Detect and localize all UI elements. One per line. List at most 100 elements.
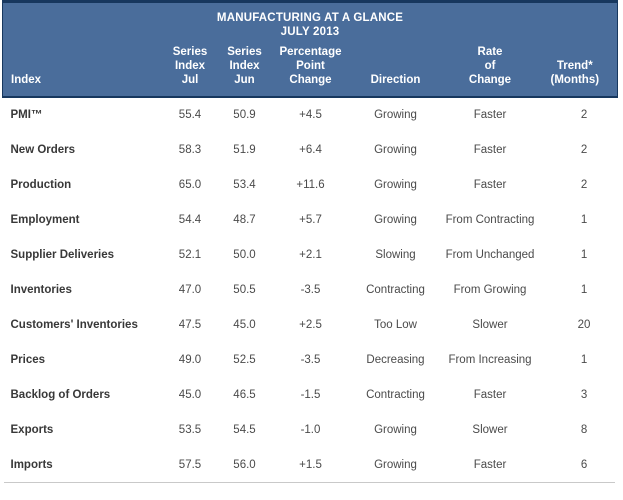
cell-index-name: Prices <box>10 353 46 366</box>
table-row: Supplier Deliveries 52.1 50.0 +2.1 Slowi… <box>3 237 618 272</box>
cell-trend-months: 20 <box>577 318 591 331</box>
manufacturing-at-a-glance-table: MANUFACTURING AT A GLANCE JULY 2013 Inde… <box>1 0 619 482</box>
cell-trend-months: 2 <box>580 178 588 191</box>
table-row: PMI™ 55.4 50.9 +4.5 Growing Faster 2 <box>3 97 618 132</box>
cell-series-index-jun: 50.5 <box>233 283 256 296</box>
cell-index-name: New Orders <box>10 143 76 156</box>
cell-series-index-jul: 53.5 <box>178 423 202 436</box>
table-header: MANUFACTURING AT A GLANCE JULY 2013 Inde… <box>1 0 619 98</box>
cell-point-change: -3.5 <box>300 353 321 366</box>
cell-series-index-jun: 54.5 <box>233 423 256 436</box>
table-row: Exports 53.5 54.5 -1.0 Growing Slower 8 <box>3 412 618 447</box>
cell-point-change: -1.5 <box>300 388 321 401</box>
cell-trend-months: 6 <box>580 458 588 471</box>
cell-rate-of-change: From Increasing <box>448 353 532 366</box>
cell-series-index-jul: 57.5 <box>178 458 202 471</box>
table-bottom-rule <box>4 482 615 483</box>
cell-series-index-jun: 56.0 <box>233 458 256 471</box>
cell-series-index-jul: 47.0 <box>178 283 202 296</box>
table-row: Prices 49.0 52.5 -3.5 Decreasing From In… <box>3 342 618 377</box>
table-row: Imports 57.5 56.0 +1.5 Growing Faster 6 <box>3 447 618 482</box>
cell-trend-months: 1 <box>580 213 588 226</box>
cell-trend-months: 1 <box>580 283 588 296</box>
cell-rate-of-change: Faster <box>473 143 507 156</box>
cell-series-index-jul: 52.1 <box>178 248 202 261</box>
cell-series-index-jun: 45.0 <box>233 318 256 331</box>
cell-direction: Growing <box>374 109 417 121</box>
cell-point-change: +5.7 <box>299 213 322 226</box>
cell-direction: Slowing <box>375 248 416 261</box>
cell-series-index-jun: 51.9 <box>233 143 256 156</box>
table-row: Backlog of Orders 45.0 46.5 -1.5 Contrac… <box>3 377 618 412</box>
table-row: Production 65.0 53.4 +11.6 Growing Faste… <box>3 167 618 202</box>
table-row: Employment 54.4 48.7 +5.7 Growing From C… <box>3 202 618 237</box>
cell-rate-of-change: Slower <box>472 318 508 331</box>
table-subtitle: JULY 2013 <box>280 26 340 38</box>
cell-direction: Decreasing <box>366 353 425 366</box>
cell-point-change: -3.5 <box>300 283 321 296</box>
col-header-percentage-change: Percentage Point Change <box>273 41 348 98</box>
cell-series-index-jun: 48.7 <box>233 213 256 226</box>
cell-series-index-jul: 58.3 <box>178 143 202 156</box>
cell-index-name: Inventories <box>10 283 72 296</box>
table-title: MANUFACTURING AT A GLANCE <box>216 12 404 24</box>
title-row: MANUFACTURING AT A GLANCE JULY 2013 <box>1 0 619 41</box>
cell-series-index-jul: 54.4 <box>178 213 202 226</box>
cell-index-name: Exports <box>10 423 54 436</box>
cell-trend-months: 2 <box>580 143 588 156</box>
column-header-row: Index Series Index Jul Series Index Jun … <box>2 41 619 98</box>
cell-point-change: +4.5 <box>299 109 322 121</box>
cell-series-index-jun: 52.5 <box>233 353 256 366</box>
cell-series-index-jul: 47.5 <box>178 318 202 331</box>
cell-index-name: Customers' Inventories <box>10 318 138 331</box>
col-header-direction: Direction <box>347 41 444 98</box>
cell-rate-of-change: Faster <box>473 458 507 471</box>
cell-trend-months: 8 <box>580 423 588 436</box>
cell-rate-of-change: Faster <box>473 178 507 191</box>
cell-trend-months: 1 <box>580 353 588 366</box>
cell-point-change: -1.0 <box>300 423 321 436</box>
cell-series-index-jul: 65.0 <box>178 178 202 191</box>
cell-direction: Growing <box>374 458 417 471</box>
cell-direction: Growing <box>374 213 417 226</box>
cell-rate-of-change: Slower <box>472 423 508 436</box>
cell-series-index-jun: 50.9 <box>233 109 256 121</box>
col-header-index: Index <box>2 41 165 98</box>
col-header-rate-of-change: Rate of Change <box>443 41 537 98</box>
cell-rate-of-change: Faster <box>473 388 507 401</box>
cell-point-change: +1.5 <box>299 458 322 471</box>
cell-direction: Contracting <box>366 283 425 296</box>
cell-direction: Too Low <box>374 318 417 331</box>
table-row: Inventories 47.0 50.5 -3.5 Contracting F… <box>3 272 618 307</box>
cell-trend-months: 1 <box>580 248 588 261</box>
cell-series-index-jun: 50.0 <box>233 248 256 261</box>
cell-series-index-jul: 49.0 <box>178 353 202 366</box>
cell-rate-of-change: From Growing <box>453 283 527 296</box>
cell-index-name: Backlog of Orders <box>10 388 111 401</box>
cell-point-change: +11.6 <box>296 178 325 191</box>
table-row: Customers' Inventories 47.5 45.0 +2.5 To… <box>3 307 618 342</box>
cell-trend-months: 2 <box>580 109 588 121</box>
table-body: PMI™ 55.4 50.9 +4.5 Growing Faster 2 New… <box>3 97 618 482</box>
cell-index-name: Production <box>10 178 72 191</box>
cell-series-index-jul: 45.0 <box>178 388 202 401</box>
cell-rate-of-change: From Contracting <box>445 213 535 226</box>
cell-point-change: +6.4 <box>299 143 322 156</box>
cell-series-index-jun: 53.4 <box>233 178 256 191</box>
cell-index-name: Employment <box>10 213 80 226</box>
cell-direction: Growing <box>374 143 417 156</box>
cell-trend-months: 3 <box>580 388 588 401</box>
col-header-series-jun: Series Index Jun <box>215 41 274 98</box>
cell-rate-of-change: From Unchanged <box>445 248 535 261</box>
cell-series-index-jun: 46.5 <box>233 388 256 401</box>
cell-rate-of-change: Faster <box>473 109 507 121</box>
cell-index-name: PMI™ <box>10 109 43 121</box>
cell-direction: Growing <box>374 178 417 191</box>
cell-direction: Growing <box>374 423 417 436</box>
table-row: New Orders 58.3 51.9 +6.4 Growing Faster… <box>3 132 618 167</box>
cell-point-change: +2.5 <box>299 318 322 331</box>
cell-index-name: Imports <box>10 458 53 471</box>
cell-direction: Contracting <box>366 388 425 401</box>
cell-point-change: +2.1 <box>299 248 322 261</box>
col-header-trend: Trend* (Months) <box>536 41 619 98</box>
